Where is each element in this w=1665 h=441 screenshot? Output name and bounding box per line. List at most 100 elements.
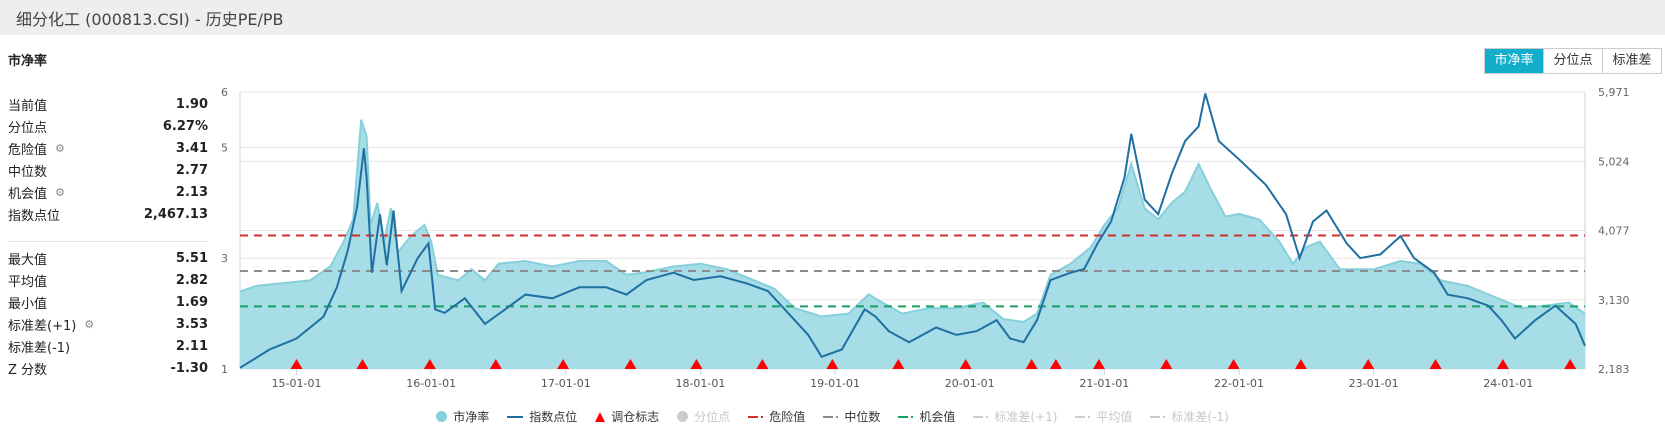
x-tick-label: 17-01-01 bbox=[541, 377, 591, 390]
stat-label-text: 分位点 bbox=[8, 120, 48, 136]
stat-value: 1.90 bbox=[175, 96, 208, 112]
y-left-tick-label: 3 bbox=[221, 252, 228, 265]
legend-label: 机会值 bbox=[919, 410, 956, 424]
x-tick-label: 20-01-01 bbox=[945, 377, 995, 390]
stat-label: 最大值 bbox=[8, 249, 47, 268]
stat-label: Z 分数 bbox=[8, 359, 47, 378]
stats-divider-wrap bbox=[8, 241, 208, 242]
legend-item[interactable]: 机会值 bbox=[898, 408, 955, 425]
x-tick-label: 16-01-01 bbox=[406, 377, 456, 390]
y-left-tick-label: 6 bbox=[221, 86, 228, 99]
legend-dash-icon bbox=[1150, 410, 1166, 424]
x-tick-label: 23-01-01 bbox=[1349, 377, 1399, 390]
legend-item[interactable]: 标准差(+1) bbox=[973, 408, 1057, 425]
rebalance-triangle-icon bbox=[1049, 359, 1062, 369]
stat-value: 2.11 bbox=[175, 338, 208, 354]
stat-value: 3.41 bbox=[175, 140, 208, 156]
rebalance-triangle-icon bbox=[557, 359, 570, 369]
rebalance-triangle-icon bbox=[690, 359, 703, 369]
stat-row: 指数点位 2,467.13 bbox=[8, 203, 208, 225]
gear-icon[interactable]: ⚙ bbox=[55, 185, 65, 199]
x-tick-label: 18-01-01 bbox=[675, 377, 725, 390]
stat-label-text: 机会值 bbox=[8, 186, 48, 202]
rebalance-markers bbox=[290, 359, 1577, 369]
legend-item[interactable]: 中位数 bbox=[823, 408, 880, 425]
toggle-pb-button[interactable]: 市净率 bbox=[1485, 49, 1543, 73]
legend-item[interactable]: 标准差(-1) bbox=[1150, 408, 1229, 425]
stats-divider bbox=[8, 241, 208, 242]
legend-dash-icon bbox=[823, 410, 839, 424]
reference-lines bbox=[240, 234, 1585, 308]
y-right-tick-label: 3,130 bbox=[1598, 294, 1630, 307]
legend-item[interactable]: 指数点位 bbox=[507, 408, 577, 425]
legend-dot-icon bbox=[677, 411, 689, 422]
legend-item[interactable]: 平均值 bbox=[1075, 408, 1132, 425]
gear-icon[interactable]: ⚙ bbox=[55, 141, 65, 155]
legend-dash-icon bbox=[748, 410, 764, 424]
y-right-tick-label: 5,971 bbox=[1598, 86, 1630, 99]
rebalance-triangle-icon bbox=[489, 359, 502, 369]
legend-label: 指数点位 bbox=[529, 410, 578, 424]
grid-lines bbox=[239, 91, 1586, 370]
x-tick-label: 21-01-01 bbox=[1079, 377, 1129, 390]
gear-icon[interactable]: ⚙ bbox=[84, 317, 95, 331]
stat-label-text: 指数点位 bbox=[8, 208, 61, 224]
legend-label: 调仓标志 bbox=[611, 410, 660, 424]
stat-label: 机会值 ⚙ bbox=[8, 183, 66, 202]
legend-label: 标准差(+1) bbox=[994, 410, 1058, 424]
legend-label: 标准差(-1) bbox=[1171, 410, 1229, 424]
rebalance-triangle-icon bbox=[1227, 359, 1240, 369]
legend-item[interactable]: 市净率 bbox=[436, 408, 489, 425]
legend-label: 中位数 bbox=[844, 410, 881, 424]
stats-panel-current: 当前值 1.90 分位点 6.27% 危险值 ⚙ 3.41 中位数 2.77 机会值 ⚙ 2.13 指数… bbox=[8, 93, 208, 225]
stat-value: 2.77 bbox=[175, 162, 208, 178]
stat-label-text: 最大值 bbox=[8, 252, 48, 268]
legend-item[interactable]: 分位点 bbox=[677, 408, 730, 425]
stat-label: 最小值 bbox=[8, 293, 47, 312]
legend-dot-icon bbox=[436, 411, 448, 422]
axes: 15-01-01 16-01-01 17-01-01 18-01-01 19-01-01… bbox=[221, 86, 1630, 390]
rebalance-triangle-icon bbox=[1160, 359, 1173, 369]
stat-label-text: 中位数 bbox=[8, 164, 48, 180]
legend-item[interactable]: 危险值 bbox=[748, 408, 805, 425]
stat-row: 危险值 ⚙ 3.41 bbox=[8, 137, 208, 159]
stat-row: 分位点 6.27% bbox=[8, 115, 208, 137]
toggle-percentile-button[interactable]: 分位点 bbox=[1543, 49, 1602, 73]
rebalance-triangle-icon bbox=[423, 359, 436, 369]
legend-triangle-icon bbox=[595, 411, 606, 422]
pb-line bbox=[239, 119, 1586, 323]
stat-row: 最小值 1.69 bbox=[8, 291, 208, 313]
pb-area bbox=[240, 119, 1585, 369]
stat-value: 1.69 bbox=[175, 294, 208, 310]
stat-label-text: 当前值 bbox=[8, 98, 48, 114]
title-bar: 细分化工 (000813.CSI) - 历史PE/PB bbox=[0, 0, 1665, 35]
legend-item[interactable]: 调仓标志 bbox=[595, 408, 659, 425]
stat-label: 标准差(-1) bbox=[8, 337, 70, 356]
stat-row: Z 分数 -1.30 bbox=[8, 357, 208, 379]
stat-label-text: 标准差(+1) bbox=[8, 318, 77, 334]
toggle-stddev-button[interactable]: 标准差 bbox=[1602, 49, 1661, 73]
legend-dash-icon bbox=[898, 410, 914, 424]
stat-label-text: 平均值 bbox=[8, 274, 48, 290]
legend-dash-icon bbox=[1075, 410, 1091, 424]
rebalance-triangle-icon bbox=[1496, 359, 1509, 369]
legend-label: 平均值 bbox=[1096, 410, 1133, 424]
stat-label-text: 危险值 bbox=[8, 142, 48, 158]
y-left-tick-label: 5 bbox=[221, 141, 228, 154]
legend-label: 分位点 bbox=[694, 410, 731, 424]
stat-label-text: 最小值 bbox=[8, 296, 48, 312]
stat-label: 分位点 bbox=[8, 117, 47, 136]
y-right-tick-label: 2,183 bbox=[1598, 363, 1630, 376]
rebalance-triangle-icon bbox=[1294, 359, 1307, 369]
stat-value: -1.30 bbox=[170, 360, 208, 376]
stat-label: 平均值 bbox=[8, 271, 47, 290]
legend-label: 危险值 bbox=[769, 410, 806, 424]
section-title: 市净率 bbox=[8, 54, 48, 69]
stat-value: 2.13 bbox=[175, 184, 208, 200]
stat-label: 当前值 bbox=[8, 95, 47, 114]
rebalance-triangle-icon bbox=[959, 359, 972, 369]
stat-label-text: 标准差(-1) bbox=[8, 340, 71, 356]
y-right-tick-label: 5,024 bbox=[1598, 155, 1630, 168]
legend-line-icon bbox=[507, 415, 524, 418]
